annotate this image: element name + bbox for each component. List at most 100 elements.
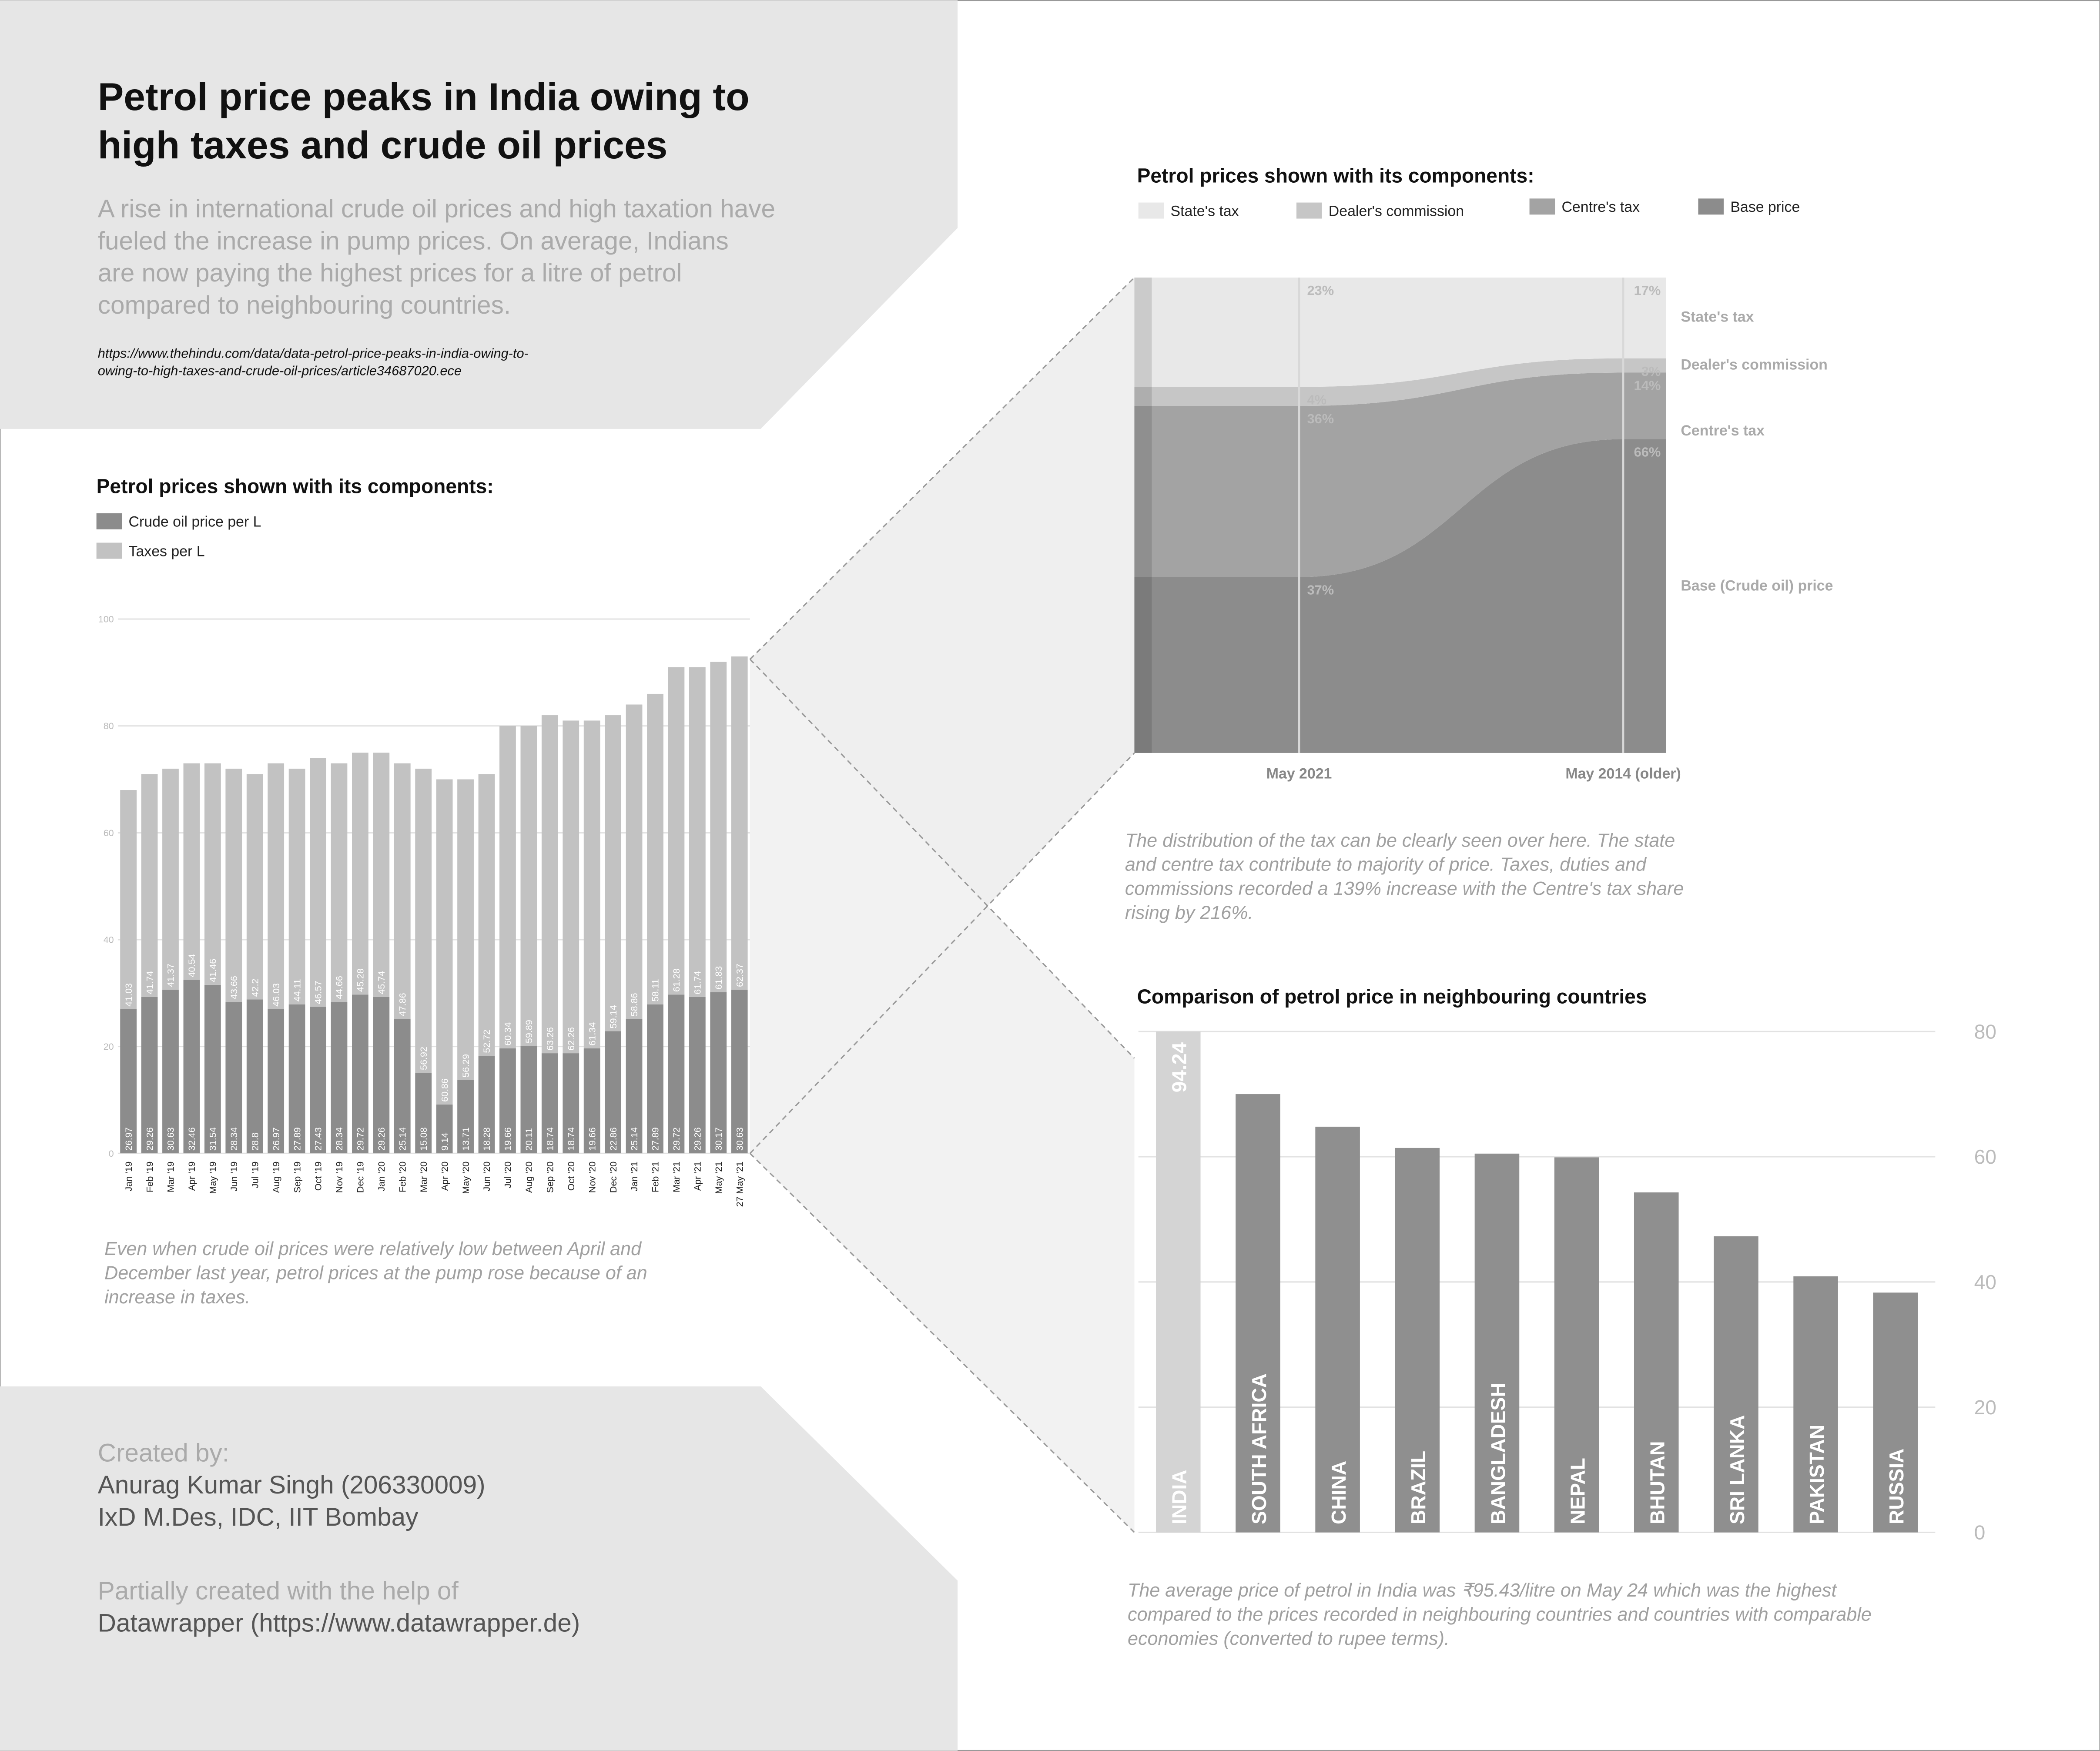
value-label: 37% [1307,582,1334,597]
bar-segment [352,994,368,1154]
y-tick-label: 40 [1974,1271,1996,1293]
value-label: 41.03 [124,983,134,1007]
bar-segment [668,667,685,995]
source-url: owing-to-high-taxes-and-crude-oil-prices… [98,363,462,378]
value-label: 60.34 [503,1022,513,1046]
x-tick-label: Jan '21 [629,1162,640,1192]
x-tick-label: Oct '19 [313,1162,324,1191]
bar-segment [288,1004,305,1154]
bar-segment [457,1080,474,1154]
bar [1714,1236,1758,1533]
value-label: 27.89 [292,1127,302,1151]
zoom-lines [749,277,1135,1533]
x-tick-label: May '21 [713,1162,724,1194]
x-tick-label: May 2021 [1266,765,1332,782]
x-tick-label: 27 May '21 [734,1162,745,1207]
category-label: PAKISTAN [1805,1425,1828,1524]
bar [1474,1153,1520,1533]
bar-segment [331,763,348,1002]
end-label: State's tax [1681,309,1754,325]
area-band [1134,372,1666,577]
y-tick-label: 20 [1974,1396,1996,1419]
caption: December last year, petrol prices at the… [104,1263,647,1284]
bar-segment [647,1004,663,1154]
value-label: 28.34 [229,1127,239,1151]
area-band [1134,277,1666,387]
value-label: 19.66 [503,1127,513,1151]
bar [1156,1031,1201,1533]
value-label: 26.97 [271,1127,281,1151]
value-label: 25.14 [629,1127,640,1151]
bar-segment [583,1048,600,1154]
bar-segment [246,774,263,1000]
bar-segment [183,763,200,980]
value-label: 41.74 [144,971,155,994]
caption: rising by 216%. [1125,903,1253,924]
category-label: SOUTH AFRICA [1248,1373,1270,1524]
bar-segment [520,1046,537,1154]
category-label: INDIA [1168,1470,1191,1524]
bar-segment [141,997,158,1154]
value-label: 40.54 [187,954,197,978]
bar-segment [457,779,474,1080]
value-label: 30.17 [713,1127,724,1151]
x-tick-label: Sep '20 [545,1162,556,1193]
x-tick-label: Aug '20 [524,1162,534,1193]
value-label: 62.37 [734,964,745,987]
bar-segment [499,1048,516,1154]
subtitle: fueled the increase in pump prices. On a… [98,227,729,255]
value-label: 36% [1307,411,1334,426]
value-label: 18.74 [545,1127,556,1151]
bar-segment [563,720,579,1054]
bar [1395,1148,1440,1533]
bar-segment [415,1073,432,1154]
bar-segment [352,753,368,995]
value-label: 15.08 [419,1127,429,1151]
end-label: Base (Crude oil) price [1681,577,1833,594]
caption: The distribution of the tax can be clear… [1125,830,1675,851]
value-label: 62.26 [566,1027,576,1051]
legend-label: Centre's tax [1561,199,1640,215]
subtitle: are now paying the highest prices for a … [98,259,682,287]
category-label: CHINA [1327,1461,1350,1524]
value-label: 61.34 [587,1022,597,1046]
legend-swatch [1296,202,1322,219]
caption: Even when crude oil prices were relative… [104,1239,642,1259]
bar-segment [626,704,643,1019]
bar [1873,1292,1918,1533]
value-label: 3% [1641,364,1661,379]
category-label: BHUTAN [1646,1441,1669,1524]
value-label: 42.2 [250,978,260,997]
bar-segment [626,1019,643,1154]
legend-swatch [1529,198,1555,215]
value-label: 28.34 [334,1127,345,1151]
legend-label: Dealer's commission [1329,203,1464,219]
y-tick-label: 60 [104,828,114,838]
bar-segment [731,990,748,1154]
credits-panel [0,1386,958,1751]
value-label: 29.26 [693,1127,703,1151]
bar-segment [520,726,537,1046]
value-label: 27.89 [650,1127,661,1151]
value-label: 9.14 [439,1132,450,1151]
legend-label: Base price [1730,199,1800,215]
credits: Created by: Anurag Kumar Singh (20633000… [98,1439,580,1637]
caption: The average price of petrol in India was… [1128,1580,1837,1601]
value-label: 13.71 [461,1127,471,1151]
bar-segment [605,715,621,1031]
bar-segment [288,768,305,1004]
bar-segment [541,715,558,1054]
bars [1156,1031,1918,1533]
chart-title: Comparison of petrol price in neighbouri… [1137,985,1647,1008]
x-tick-label: Feb '20 [397,1162,408,1192]
bar-segment [141,774,158,997]
bar-segment [183,980,200,1154]
value-label: 18.28 [482,1127,492,1151]
x-tick-label: Dec '20 [608,1162,619,1193]
header: Petrol price peaks in India owing to hig… [98,75,775,378]
area-band [1134,358,1666,406]
bar [1236,1094,1280,1533]
subtitle: compared to neighbouring countries. [98,291,511,319]
legend-label: Taxes per L [129,543,205,559]
